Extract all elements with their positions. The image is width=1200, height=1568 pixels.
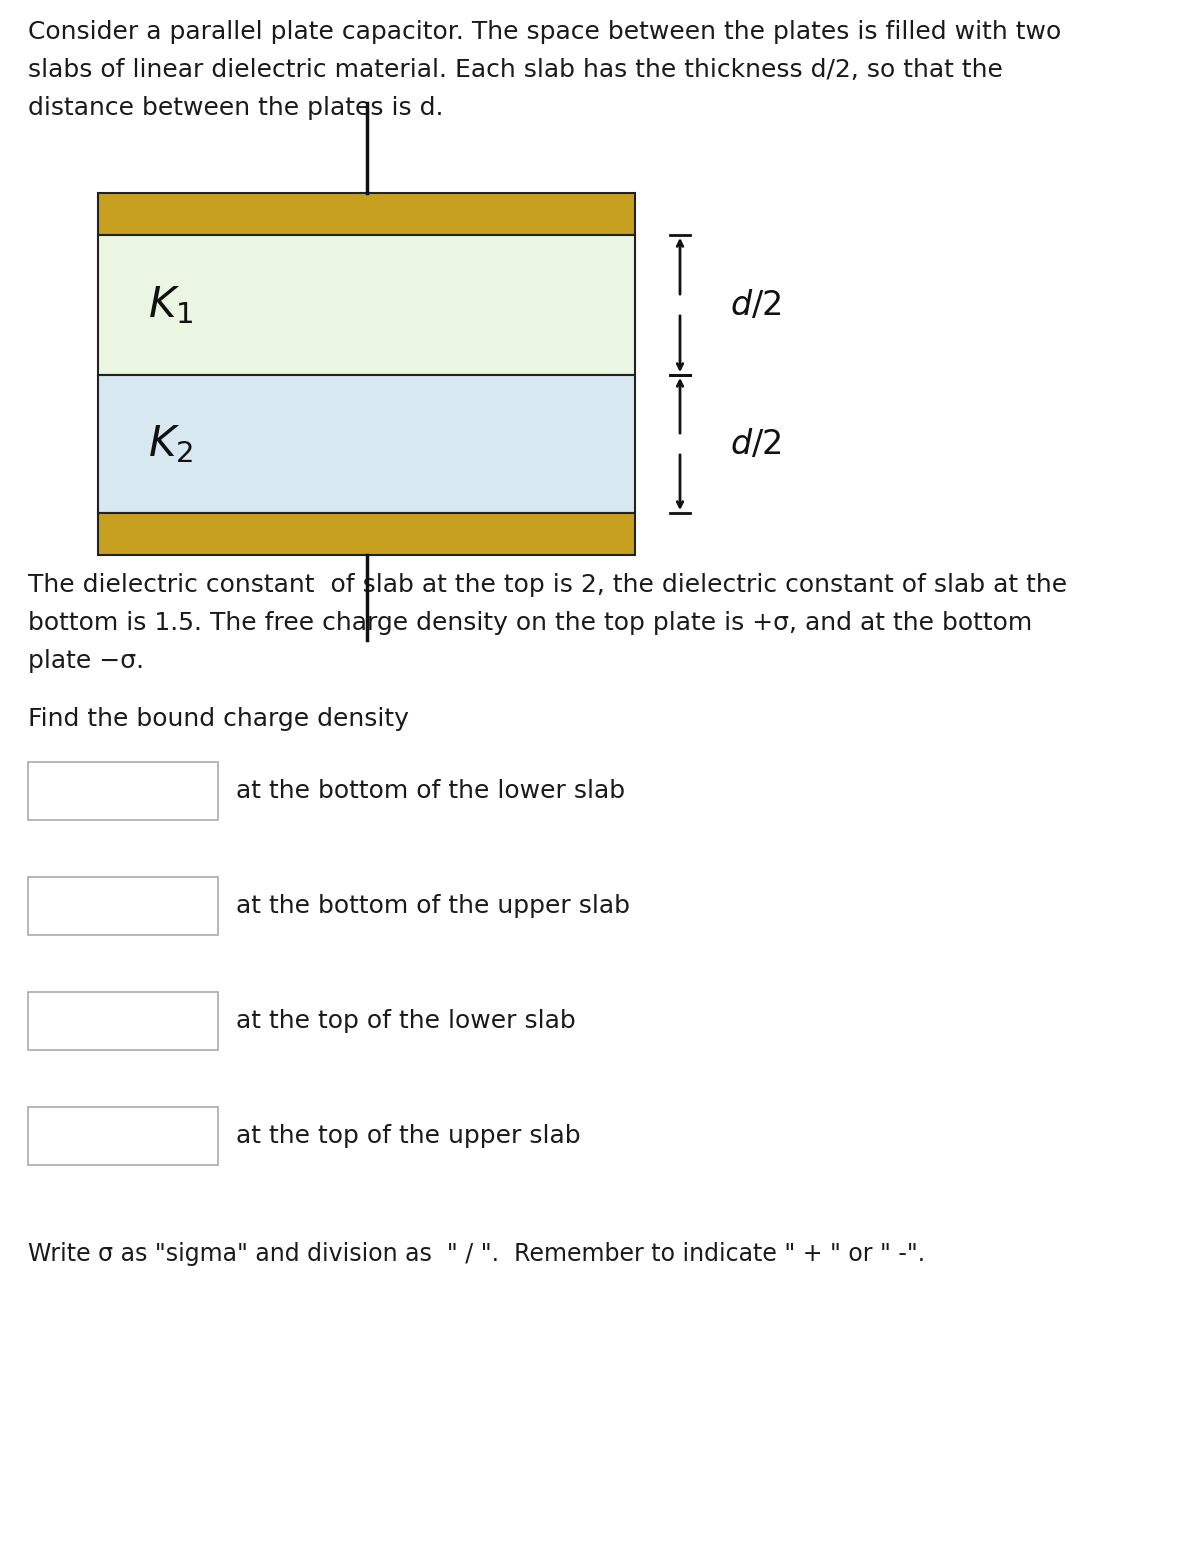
Text: $K_1$: $K_1$ bbox=[148, 284, 193, 326]
Text: Find the bound charge density: Find the bound charge density bbox=[28, 707, 409, 731]
Text: plate −σ.: plate −σ. bbox=[28, 649, 144, 673]
Text: slabs of linear dielectric material. Each slab has the thickness d/2, so that th: slabs of linear dielectric material. Eac… bbox=[28, 58, 1003, 82]
Bar bbox=[98, 375, 635, 513]
Bar bbox=[28, 762, 218, 820]
Bar bbox=[98, 193, 635, 235]
Text: $d/2$: $d/2$ bbox=[730, 289, 781, 321]
Text: at the top of the lower slab: at the top of the lower slab bbox=[236, 1008, 576, 1033]
Bar bbox=[28, 1107, 218, 1165]
Text: Write σ as "sigma" and division as  " / ".  Remember to indicate " + " or " -".: Write σ as "sigma" and division as " / "… bbox=[28, 1242, 925, 1265]
Bar bbox=[98, 513, 635, 555]
Text: $d/2$: $d/2$ bbox=[730, 428, 781, 461]
Text: bottom is 1.5. The free charge density on the top plate is +σ, and at the bottom: bottom is 1.5. The free charge density o… bbox=[28, 612, 1032, 635]
Bar bbox=[98, 235, 635, 375]
Text: at the bottom of the lower slab: at the bottom of the lower slab bbox=[236, 779, 625, 803]
Text: at the top of the upper slab: at the top of the upper slab bbox=[236, 1124, 581, 1148]
Text: at the bottom of the upper slab: at the bottom of the upper slab bbox=[236, 894, 630, 917]
Text: Consider a parallel plate capacitor. The space between the plates is filled with: Consider a parallel plate capacitor. The… bbox=[28, 20, 1061, 44]
Text: The dielectric constant  of slab at the top is 2, the dielectric constant of sla: The dielectric constant of slab at the t… bbox=[28, 572, 1067, 597]
Bar bbox=[28, 993, 218, 1051]
Bar bbox=[28, 877, 218, 935]
Text: $K_2$: $K_2$ bbox=[148, 423, 193, 466]
Text: distance between the plates is d.: distance between the plates is d. bbox=[28, 96, 444, 121]
